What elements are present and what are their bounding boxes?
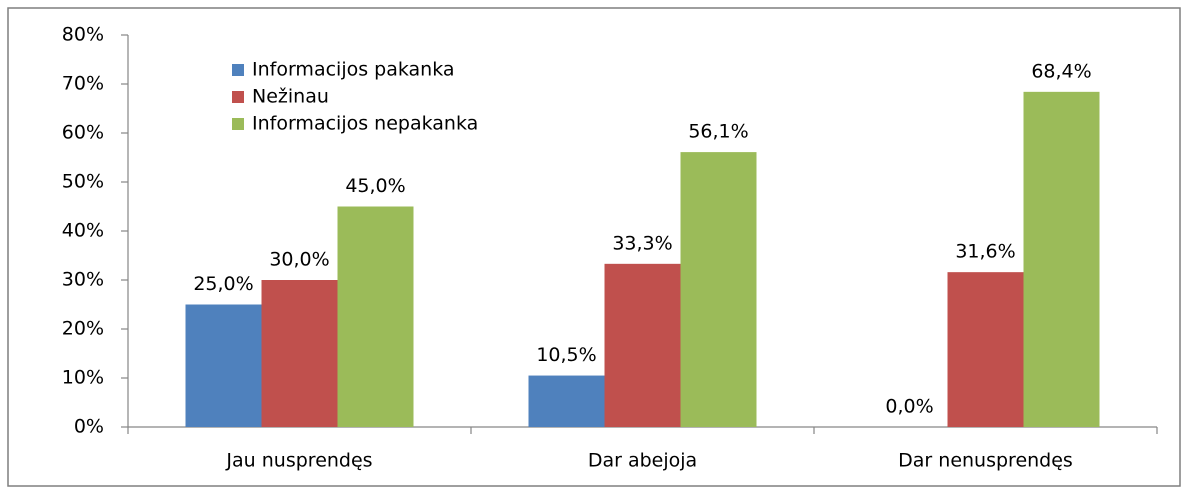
value-label: 10,5% <box>536 344 596 366</box>
bar <box>261 280 338 427</box>
x-tick-label: Dar abejoja <box>588 450 697 472</box>
value-label: 45,0% <box>345 175 405 197</box>
legend-label: Informacijos nepakanka <box>252 113 478 135</box>
bar <box>604 263 681 427</box>
value-label: 0,0% <box>885 396 933 418</box>
legend-swatch <box>232 91 244 103</box>
legend-swatch <box>232 118 244 130</box>
y-tick-label: 0% <box>74 416 104 438</box>
y-tick-label: 30% <box>62 269 104 291</box>
x-tick-label: Dar nenusprendęs <box>898 450 1073 472</box>
bar <box>185 304 262 427</box>
bar <box>1023 91 1100 427</box>
value-label: 33,3% <box>612 232 672 254</box>
value-label: 68,4% <box>1031 60 1091 82</box>
y-tick-label: 40% <box>62 220 104 242</box>
value-label: 31,6% <box>955 241 1015 263</box>
x-tick-label: Jau nusprendęs <box>225 450 372 472</box>
legend-label: Informacijos pakanka <box>252 59 455 81</box>
bar <box>947 272 1024 427</box>
value-label: 56,1% <box>688 121 748 143</box>
value-label: 30,0% <box>269 249 329 271</box>
bar <box>528 375 605 427</box>
legend-label: Nežinau <box>252 86 329 108</box>
y-tick-label: 70% <box>62 73 104 95</box>
bar <box>680 152 757 428</box>
y-tick-label: 20% <box>62 318 104 340</box>
bar <box>337 206 414 427</box>
y-tick-label: 10% <box>62 367 104 389</box>
legend-swatch <box>232 64 244 76</box>
y-tick-label: 60% <box>62 122 104 144</box>
y-tick-label: 80% <box>62 24 104 46</box>
y-tick-label: 50% <box>62 171 104 193</box>
value-label: 25,0% <box>193 273 253 295</box>
